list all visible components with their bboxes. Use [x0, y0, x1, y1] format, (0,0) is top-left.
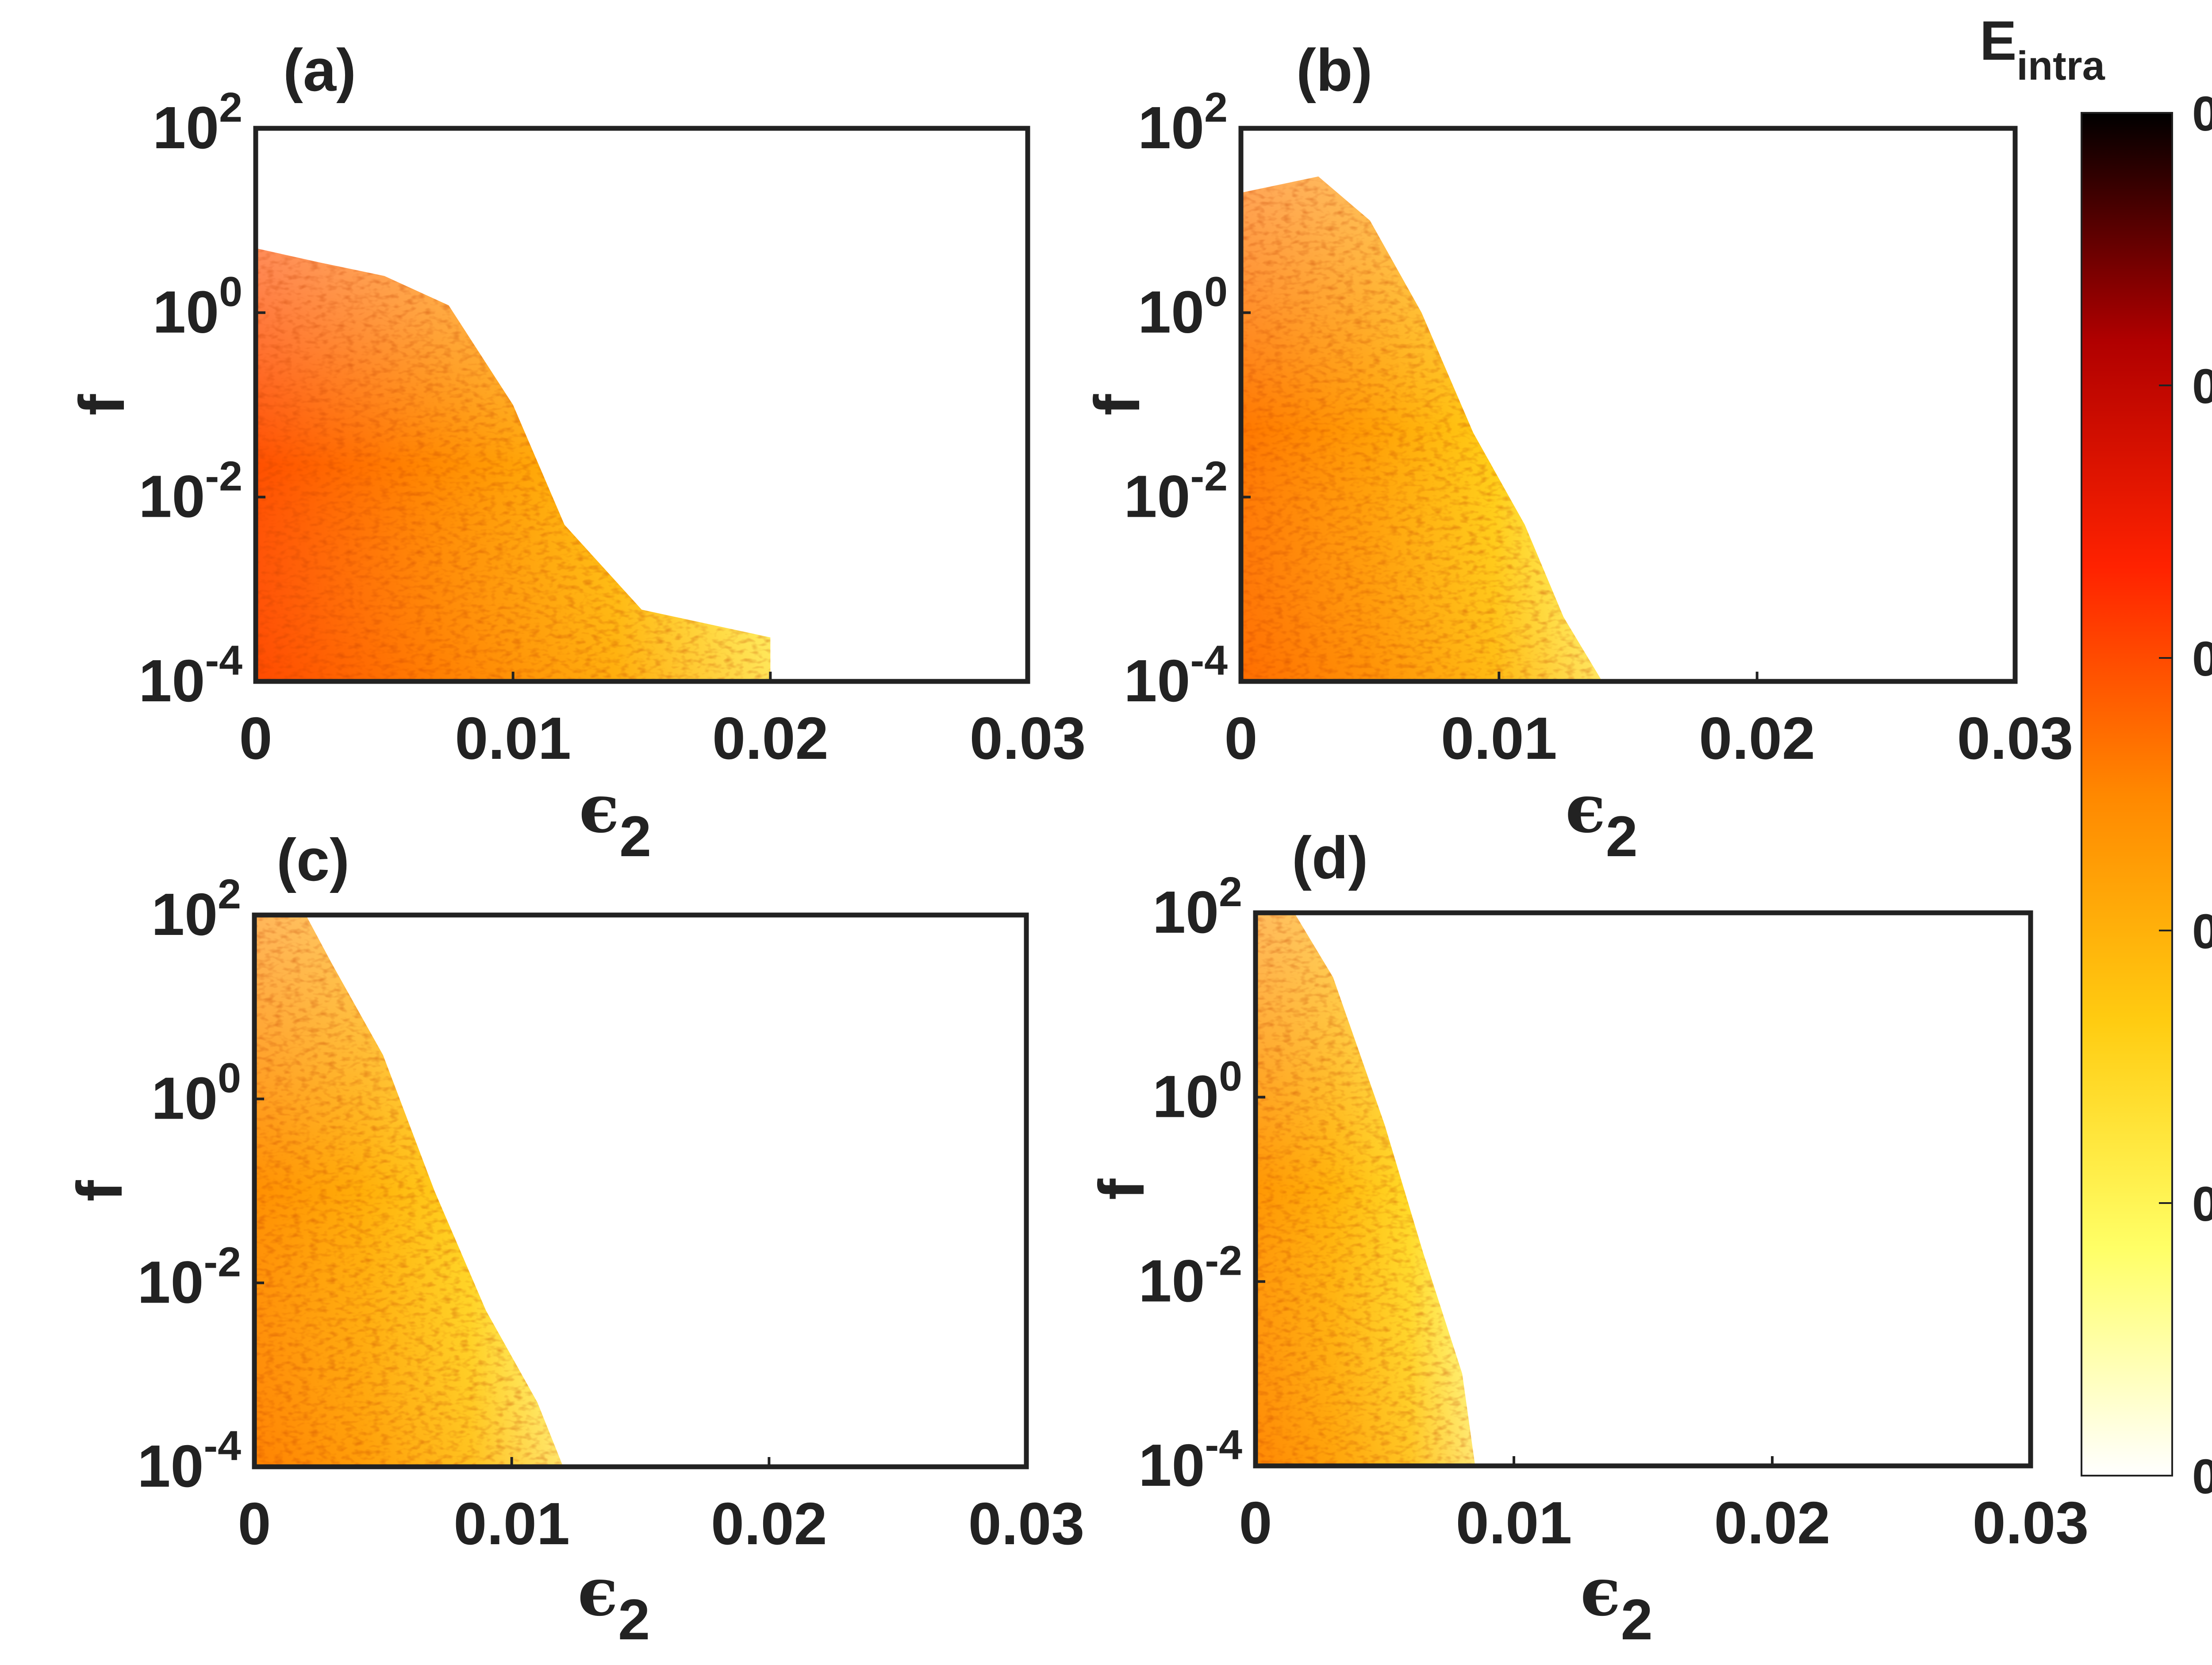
x-tick-label: 0.01	[1456, 1489, 1572, 1556]
y-tick-label: 10-2	[137, 1238, 241, 1315]
y-tick-label: 102	[1138, 84, 1228, 161]
x-axis-label: ϵ2	[578, 1553, 650, 1652]
y-tick-label: 100	[1152, 1053, 1242, 1130]
x-tick-label: 0.03	[1973, 1489, 2089, 1556]
colorbar-tick-label: 0.002	[2192, 1177, 2212, 1231]
colorbar-tick-label: 0.006	[2192, 632, 2212, 686]
colorbar-gradient-bar	[2081, 112, 2173, 1477]
x-tick-label: 0.01	[455, 705, 571, 772]
panel-label: (d)	[1292, 824, 1368, 891]
heatmap-speckle	[254, 915, 563, 1467]
x-tick-label: 0.01	[1441, 705, 1557, 772]
y-axis-label: f	[64, 1180, 135, 1202]
y-tick-label: 10-2	[1124, 453, 1228, 530]
colorbar-tick-label: 0.004	[2192, 904, 2212, 959]
panel-c: 0 0.01 0.02 0.03 102 100 10-2 10-4 (c) f ϵ2	[64, 827, 1084, 1652]
x-axis-label: ϵ2	[1565, 770, 1638, 869]
x-tick-label: 0.02	[712, 705, 829, 772]
panel-label: (a)	[283, 37, 356, 104]
y-tick-label: 100	[1138, 269, 1228, 346]
heatmap-speckle	[1241, 176, 1602, 681]
y-axis-label: f	[1086, 1178, 1157, 1200]
heatmap-speckle	[1256, 913, 1475, 1466]
colorbar-tick-label: 0	[2192, 1450, 2212, 1504]
colorbar: Eintra 0 0.002 0.004 0.006 0.008 0.01	[1980, 10, 2212, 1504]
x-tick-label: 0	[238, 1490, 271, 1557]
y-tick-label: 10-4	[1138, 1422, 1242, 1499]
x-tick-label: 0.02	[1714, 1489, 1831, 1556]
axes-frame	[1253, 910, 2033, 1469]
panel-label: (b)	[1296, 37, 1372, 104]
panel-b: 0 0.01 0.02 0.03 102 100 10-2 10-4 (b) f ϵ2	[1081, 37, 2073, 869]
x-tick-label: 0	[1224, 705, 1257, 772]
y-tick-label: 10-4	[138, 637, 242, 714]
x-axis-label: ϵ2	[579, 770, 652, 869]
y-tick-label: 10-2	[1138, 1237, 1242, 1314]
y-tick-label: 10-4	[1124, 637, 1228, 714]
x-tick-label: 0	[1239, 1489, 1272, 1556]
y-axis-label: f	[66, 394, 138, 415]
y-axis-label: f	[1081, 394, 1153, 415]
axes-frame	[253, 126, 1030, 684]
heatmap-speckle	[256, 248, 771, 681]
heatmap-region	[1241, 176, 1602, 681]
y-tick-label: 100	[153, 269, 242, 346]
x-tick-label: 0.03	[1957, 705, 2074, 772]
y-tick-label: 10-2	[138, 453, 242, 530]
x-tick-label: 0	[239, 705, 272, 772]
axes-frame	[1238, 126, 2018, 684]
x-axis-label: ϵ2	[1580, 1553, 1653, 1652]
y-tick-label: 10-4	[137, 1423, 241, 1500]
y-tick-label: 100	[151, 1055, 241, 1132]
x-tick-label: 0.02	[1699, 705, 1815, 772]
panel-label: (c)	[276, 827, 349, 893]
colorbar-ticks: 0 0.002 0.004 0.006 0.008 0.01	[2159, 87, 2212, 1504]
x-tick-label: 0.03	[968, 1490, 1085, 1557]
panel-d: 0 0.01 0.02 0.03 102 100 10-2 10-4 (d) f ϵ2	[1086, 824, 2089, 1652]
x-tick-label: 0.02	[711, 1490, 827, 1557]
heatmap-region	[254, 915, 563, 1467]
colorbar-title: Eintra	[1980, 10, 2105, 88]
y-tick-label: 102	[1152, 869, 1242, 946]
x-tick-label: 0.01	[453, 1490, 570, 1557]
colorbar-tick-label: 0.01	[2192, 87, 2212, 141]
heatmap-region	[1256, 913, 1475, 1466]
y-tick-label: 102	[151, 871, 241, 948]
panel-a: 0 0.01 0.02 0.03 102 100 10-2 10-4 (a) f ϵ2	[66, 37, 1086, 869]
axes-frame	[252, 912, 1029, 1469]
y-tick-label: 102	[153, 84, 242, 161]
x-tick-label: 0.03	[970, 705, 1086, 772]
colorbar-tick-label: 0.008	[2192, 359, 2212, 414]
heatmap-region	[256, 248, 771, 681]
